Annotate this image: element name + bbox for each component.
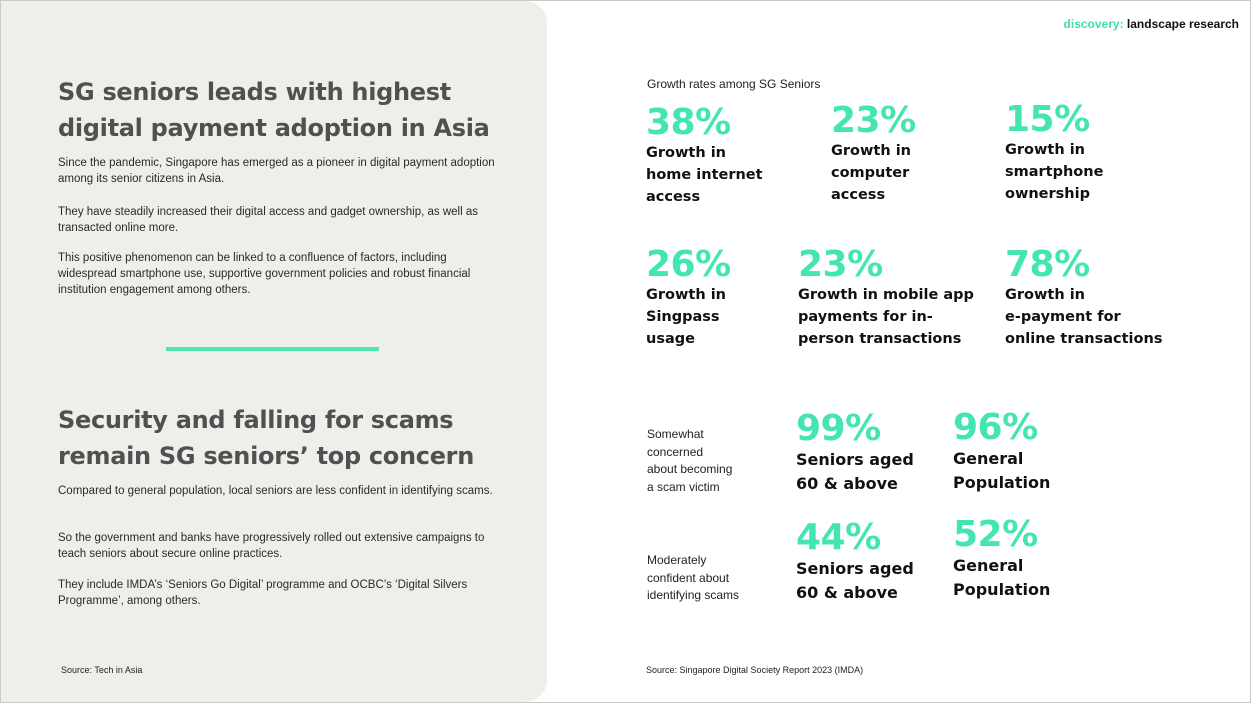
accent-divider	[166, 347, 379, 351]
stat-e-payment: 78% Growth in e-payment for online trans…	[1005, 246, 1162, 350]
heading-line: SG seniors leads with highest	[58, 78, 451, 106]
paragraph: So the government and banks have progres…	[58, 532, 485, 560]
stat-label: Growth in smartphone ownership	[1005, 142, 1104, 202]
paragraph: They include IMDA’s ‘Seniors Go Digital’…	[58, 579, 468, 607]
stat-label: General Population	[953, 449, 1051, 492]
brand-name: landscape research	[1126, 17, 1239, 31]
stat-singpass: 26% Growth in Singpass usage	[646, 246, 731, 350]
stat-value: 23%	[798, 244, 883, 285]
stat-seniors-confident: 44% Seniors aged 60 & above	[796, 519, 914, 605]
stat-value: 99%	[796, 408, 881, 449]
stat-value: 26%	[646, 244, 731, 285]
source-left: Source: Tech in Asia	[61, 665, 143, 675]
stat-label: Growth in mobile app payments for in- pe…	[798, 287, 974, 347]
stat-label: Seniors aged 60 & above	[796, 450, 914, 493]
stat-computer: 23% Growth in computer access	[831, 102, 916, 206]
left-panel	[1, 1, 547, 702]
stat-label: Growth in home internet access	[646, 145, 763, 205]
stat-general-confident: 52% General Population	[953, 516, 1050, 602]
stat-mobile-app: 23% Growth in mobile app payments for in…	[798, 246, 974, 350]
heading-line: digital payment adoption in Asia	[58, 114, 490, 142]
stat-label: Growth in computer access	[831, 143, 912, 203]
heading-line: remain SG seniors’ top concern	[58, 442, 475, 470]
paragraph: This positive phenomenon can be linked t…	[58, 252, 471, 296]
stat-value: 15%	[1005, 99, 1090, 140]
stat-label: General Population	[953, 556, 1051, 599]
stat-general-concerned: 96% General Population	[953, 409, 1050, 495]
stat-value: 78%	[1005, 244, 1090, 285]
stat-seniors-concerned: 99% Seniors aged 60 & above	[796, 410, 914, 496]
section-title: Growth rates among SG Seniors	[647, 77, 821, 91]
stat-home-internet: 38% Growth in home internet access	[646, 104, 763, 208]
stat-value: 44%	[796, 517, 881, 558]
brand-logo: discovery: landscape research	[1064, 17, 1239, 31]
stat-value: 23%	[831, 100, 916, 141]
stat-value: 38%	[646, 102, 731, 143]
stat-label: Growth in Singpass usage	[646, 287, 727, 347]
heading-line: Security and falling for scams	[58, 406, 454, 434]
brand-accent: discovery:	[1063, 17, 1124, 31]
comparison-label-concerned: Somewhat concerned about becoming a scam…	[647, 427, 733, 494]
paragraph: They have steadily increased their digit…	[58, 206, 478, 234]
stat-label: Seniors aged 60 & above	[796, 559, 914, 602]
heading-digital-payment: SG seniors leads with highest digital pa…	[58, 74, 490, 146]
paragraph: Compared to general population, local se…	[58, 485, 493, 497]
heading-security: Security and falling for scams remain SG…	[58, 402, 474, 474]
comparison-label-confident: Moderately confident about identifying s…	[647, 553, 740, 602]
source-right: Source: Singapore Digital Society Report…	[646, 665, 864, 675]
paragraph: Since the pandemic, Singapore has emerge…	[58, 157, 495, 185]
stat-value: 96%	[953, 407, 1038, 448]
stat-smartphone: 15% Growth in smartphone ownership	[1005, 101, 1103, 205]
stat-label: Growth in e-payment for online transacti…	[1005, 287, 1163, 347]
stat-value: 52%	[953, 514, 1038, 555]
